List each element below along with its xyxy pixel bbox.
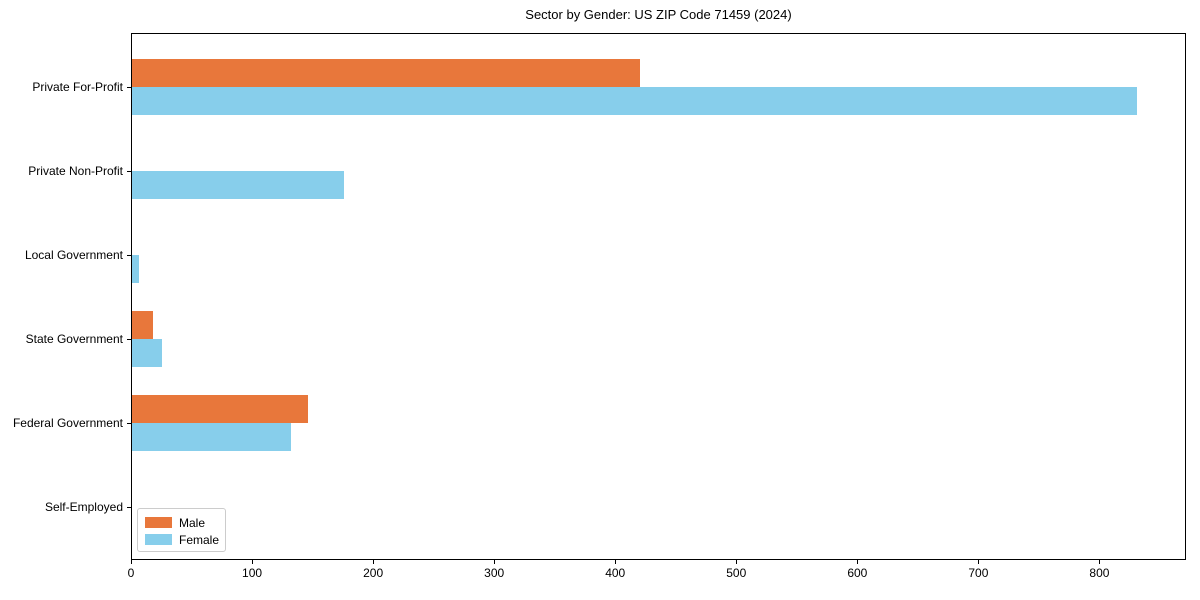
bar-female: [132, 171, 344, 199]
bar-female: [132, 423, 291, 451]
y-axis-tick: [127, 86, 131, 88]
category-label: Local Government: [24, 248, 123, 262]
x-tick-label: 100: [242, 566, 263, 580]
x-axis-tick: [1098, 560, 1100, 564]
x-tick-label: 700: [968, 566, 989, 580]
x-axis-tick: [977, 560, 979, 564]
x-tick-label: 300: [484, 566, 505, 580]
x-axis-tick: [372, 560, 374, 564]
x-axis-tick: [856, 560, 858, 564]
chart-title: Sector by Gender: US ZIP Code 71459 (202…: [525, 7, 792, 22]
legend-label: Male: [179, 515, 206, 530]
y-axis-tick: [127, 254, 131, 256]
legend: Male Female: [137, 508, 226, 552]
x-tick-label: 200: [363, 566, 384, 580]
y-axis-tick: [127, 422, 131, 424]
category-label: Self-Employed: [44, 500, 123, 514]
x-tick-label: 800: [1089, 566, 1110, 580]
bar-male: [132, 311, 153, 339]
legend-row-male: Male: [145, 514, 218, 531]
category-label: Federal Government: [12, 416, 123, 430]
x-axis-tick: [251, 560, 253, 564]
bar-female: [132, 255, 139, 283]
bar-female: [132, 339, 162, 367]
bar-male: [132, 59, 640, 87]
legend-label: Female: [179, 532, 220, 547]
category-label: Private For-Profit: [32, 80, 123, 94]
category-label: Private Non-Profit: [28, 164, 123, 178]
x-axis-tick: [493, 560, 495, 564]
bar-female: [132, 87, 1137, 115]
y-axis-tick: [127, 338, 131, 340]
x-axis-tick: [735, 560, 737, 564]
legend-swatch-female: [145, 534, 172, 545]
y-axis-tick: [127, 506, 131, 508]
x-tick-label: 500: [726, 566, 747, 580]
x-tick-label: 0: [127, 566, 135, 580]
category-label: State Government: [25, 332, 123, 346]
x-axis-tick: [614, 560, 616, 564]
plot-area: [131, 33, 1186, 560]
legend-row-female: Female: [145, 531, 220, 548]
x-tick-label: 400: [605, 566, 626, 580]
bar-male: [132, 395, 308, 423]
x-axis-tick: [130, 560, 132, 564]
legend-swatch-male: [145, 517, 172, 528]
y-axis-tick: [127, 170, 131, 172]
x-tick-label: 600: [847, 566, 868, 580]
